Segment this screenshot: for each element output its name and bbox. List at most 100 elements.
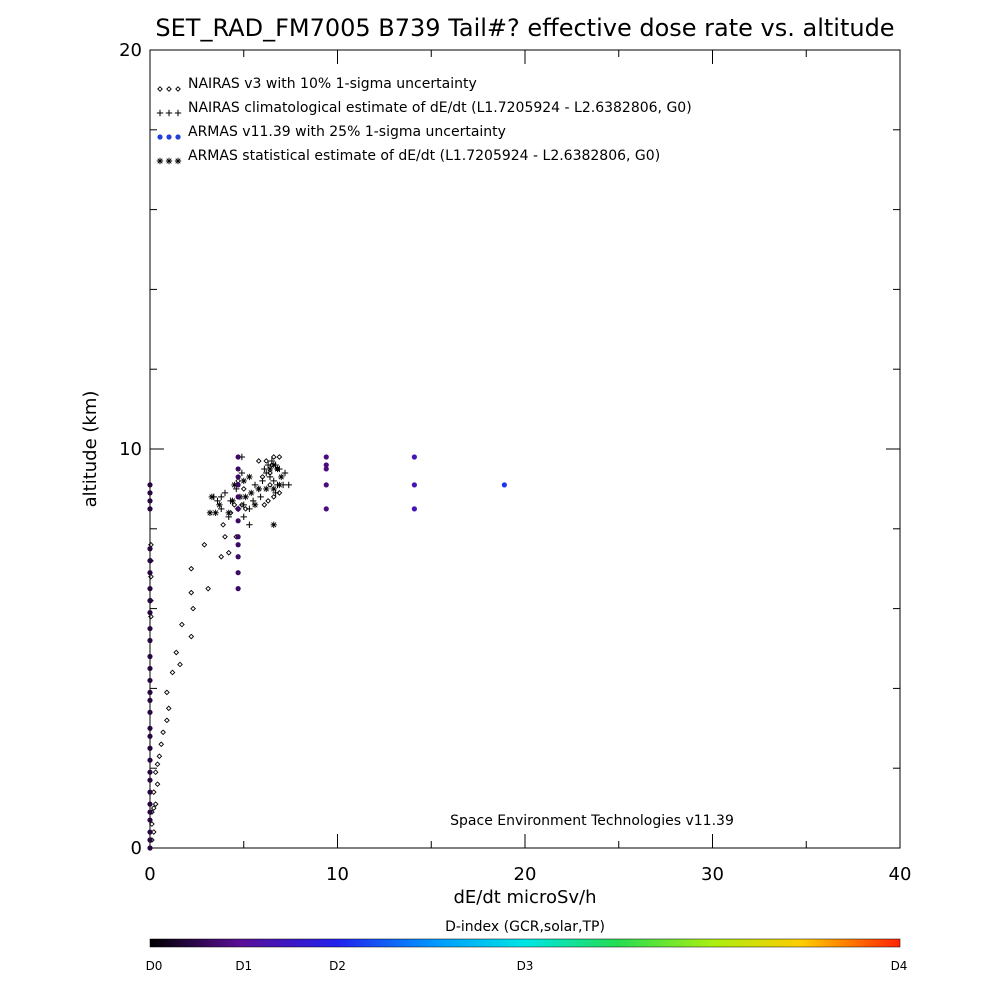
data-point-asterisk (266, 465, 274, 473)
plot-frame (149, 49, 901, 849)
colorbar-label: D4 (891, 959, 908, 973)
data-point-dot (147, 757, 153, 763)
data-point-plus (266, 473, 274, 481)
legend-marker-diamond (157, 86, 163, 92)
data-point-dot (235, 570, 241, 576)
data-point-plus (246, 521, 253, 529)
data-point-asterisk (270, 521, 277, 529)
y-tick-label: 20 (119, 40, 142, 61)
data-point-diamond (148, 573, 154, 580)
x-tick-label: 40 (889, 864, 912, 885)
data-point-dot (235, 518, 241, 524)
data-point-dot (147, 498, 153, 504)
data-point-asterisk (240, 477, 247, 485)
data-point-diamond (218, 553, 225, 560)
data-point-dot (147, 769, 153, 775)
colorbar-labels: D0 D1 D2 D3 D4 (146, 959, 908, 973)
data-point-asterisk (206, 509, 214, 517)
data-point-dot (411, 506, 417, 512)
data-point-diamond (188, 589, 195, 596)
legend-marker-asterisk (156, 157, 164, 165)
data-point-asterisk (225, 509, 232, 517)
data-point-dot (147, 817, 153, 823)
data-point-diamond (270, 454, 277, 460)
data-point-diamond (156, 753, 163, 760)
legend-marker-asterisk (174, 157, 182, 165)
colorbar (149, 938, 901, 948)
data-point-dot (147, 609, 153, 616)
data-point-diamond (190, 605, 196, 612)
data-point-dot (147, 490, 153, 496)
data-point-asterisk (212, 509, 219, 517)
data-point-dot (501, 482, 507, 488)
data-point-asterisk (276, 481, 283, 489)
data-point-dot (147, 801, 153, 807)
data-point-diamond (263, 458, 270, 464)
data-point-plus (257, 493, 264, 501)
data-point-dot (323, 482, 329, 488)
data-point-plus (259, 477, 266, 485)
x-tick-label: 0 (144, 864, 155, 885)
data-point-asterisk (263, 485, 270, 493)
legend-marker-asterisk (165, 157, 173, 165)
data-point-diamond (177, 661, 183, 668)
data-point-dot (235, 542, 241, 548)
legend-label: NAIRAS climatological estimate of dE/dt … (188, 100, 692, 116)
x-tick-label: 30 (701, 864, 724, 885)
data-point-asterisk (274, 465, 281, 473)
data-point-dot (235, 474, 241, 480)
y-tick-label: 10 (119, 439, 142, 460)
legend-marker-plus (174, 109, 182, 117)
data-point-dot (147, 586, 153, 592)
data-point-plus (240, 513, 247, 521)
data-point-diamond (225, 549, 232, 556)
data-point-diamond (164, 717, 170, 724)
data-point-dot (147, 625, 153, 632)
data-point-dot (235, 534, 241, 540)
data-point-dot (323, 462, 329, 468)
data-point-dot (235, 482, 241, 488)
data-point-diamond (164, 689, 170, 696)
data-point-asterisk (246, 473, 253, 481)
colorbar-label: D0 (146, 959, 163, 973)
data-point-dot (147, 558, 153, 564)
data-point-asterisk (216, 501, 223, 509)
data-point-dot (147, 845, 153, 851)
legend-label: ARMAS v11.39 with 25% 1-sigma uncertaint… (188, 124, 506, 140)
legend-marker-dot (175, 134, 181, 140)
data-point-dot (323, 506, 329, 512)
data-point-dot (147, 709, 153, 715)
data-point-dot (235, 506, 241, 512)
data-point-dot (411, 482, 417, 488)
data-point-diamond (242, 506, 249, 512)
y-tick-label: 0 (131, 838, 142, 859)
data-point-asterisk (278, 473, 285, 481)
data-point-diamond (205, 585, 211, 592)
data-point-dot (235, 454, 241, 460)
data-point-asterisk (255, 485, 262, 493)
axis-tick-labels: 0 10 20 30 40 0 10 20 (119, 40, 911, 885)
data-point-dot (411, 454, 417, 460)
data-point-dot (147, 697, 153, 703)
legend: NAIRAS v3 with 10% 1-sigma uncertainty NA… (156, 76, 692, 165)
x-tick-label: 10 (326, 864, 349, 885)
data-point-dot (147, 777, 153, 783)
data-point-diamond (179, 621, 185, 628)
data-point-dot (147, 653, 153, 660)
data-point-asterisk (251, 501, 259, 509)
chart-title: SET_RAD_FM7005 B739 Tail#? effective dos… (155, 14, 894, 42)
data-point-diamond (160, 729, 166, 736)
legend-marker-dot (157, 134, 163, 140)
data-point-plus (218, 493, 225, 501)
data-point-dot (147, 733, 153, 739)
x-tick-label: 20 (514, 864, 537, 885)
data-point-diamond (267, 482, 273, 488)
data-point-dot (147, 725, 153, 731)
data-point-plus (246, 505, 253, 513)
data-point-diamond (276, 454, 283, 460)
data-point-diamond (231, 502, 238, 508)
data-point-diamond (220, 521, 226, 528)
legend-marker-plus (165, 109, 173, 117)
data-point-plus (261, 465, 268, 473)
